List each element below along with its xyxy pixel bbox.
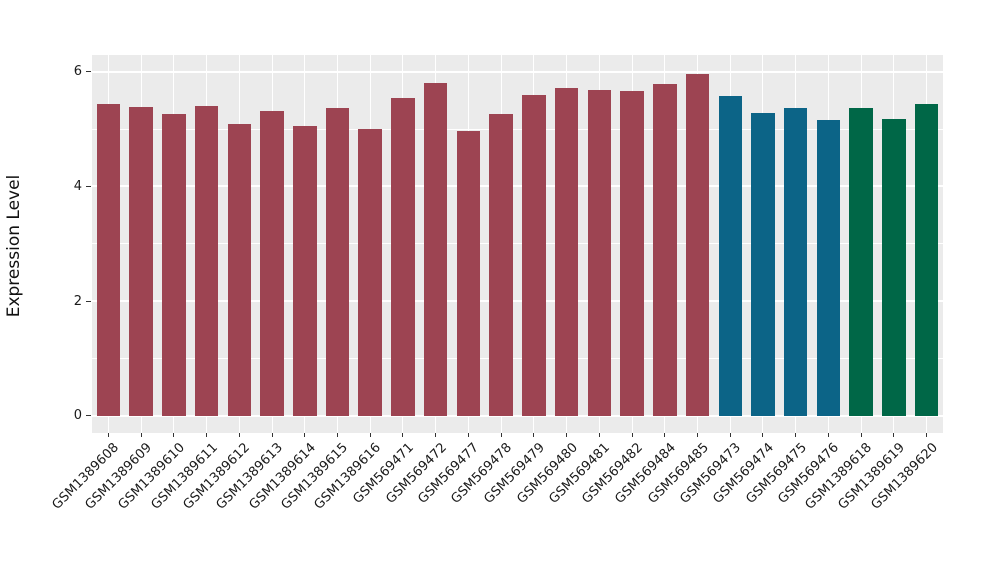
bar-GSM1389615: [325, 107, 350, 416]
bar-GSM1389608: [96, 103, 121, 416]
x-tick-mark-GSM569475: [795, 433, 797, 437]
x-tick-mark-GSM1389610: [173, 433, 175, 437]
x-tick-mark-GSM569476: [827, 433, 829, 437]
bar-GSM1389610: [162, 114, 186, 416]
gridline-major-y4: [92, 185, 943, 188]
x-tick-mark-GSM1389611: [206, 433, 208, 437]
x-tick-mark-GSM569485: [697, 433, 699, 437]
bar-GSM569471: [391, 97, 415, 416]
bar-GSM569473: [718, 95, 742, 416]
x-tick-mark-GSM569479: [533, 433, 535, 437]
bar-GSM1389609: [129, 107, 153, 416]
bar-GSM569477: [456, 130, 481, 416]
y-axis-title: Expression Level: [4, 174, 24, 318]
bar-GSM1389620: [914, 104, 939, 416]
gridline-minor-y3: [92, 243, 943, 245]
bar-GSM569472: [423, 82, 448, 416]
y-tick-label-2: 2: [73, 293, 82, 309]
y-tick-mark-6: [86, 71, 91, 73]
gridline-major-y6: [92, 70, 943, 73]
bar-GSM1389618: [849, 107, 873, 416]
bar-GSM569476: [816, 120, 841, 416]
x-tick-mark-GSM569478: [500, 433, 502, 437]
bar-GSM1389612: [227, 124, 252, 416]
x-tick-mark-GSM1389615: [336, 433, 338, 437]
gridline-minor-y5: [92, 128, 943, 130]
bar-GSM569478: [489, 114, 513, 416]
y-tick-mark-4: [86, 185, 91, 187]
x-tick-mark-GSM569474: [762, 433, 764, 437]
x-tick-mark-GSM1389613: [271, 433, 273, 437]
x-tick-mark-GSM569472: [435, 433, 437, 437]
y-tick-mark-2: [86, 300, 91, 302]
y-tick-mark-0: [86, 415, 91, 417]
x-tick-mark-GSM569481: [598, 433, 600, 437]
x-tick-mark-GSM1389612: [238, 433, 240, 437]
bar-GSM1389611: [194, 106, 219, 416]
x-tick-mark-GSM1389620: [926, 433, 928, 437]
bar-GSM1389619: [882, 118, 906, 416]
gridline-major-y0: [92, 414, 943, 417]
bar-GSM1389616: [358, 129, 382, 416]
bar-GSM1389614: [293, 125, 317, 416]
x-tick-mark-GSM569477: [467, 433, 469, 437]
x-tick-mark-GSM1389609: [140, 433, 142, 437]
x-tick-mark-GSM1389614: [304, 433, 306, 437]
x-tick-mark-GSM569480: [566, 433, 568, 437]
bar-GSM1389613: [260, 111, 284, 416]
x-tick-mark-GSM1389619: [893, 433, 895, 437]
x-tick-mark-GSM569471: [402, 433, 404, 437]
y-tick-label-0: 0: [73, 408, 82, 424]
y-tick-label-4: 4: [73, 178, 82, 194]
gridline-minor-y1: [92, 357, 943, 359]
x-tick-mark-GSM1389608: [107, 433, 109, 437]
plot-panel: [92, 55, 943, 433]
x-tick-mark-GSM569484: [664, 433, 666, 437]
gridline-major-y2: [92, 300, 943, 303]
bar-GSM569482: [620, 91, 644, 416]
x-tick-mark-GSM1389616: [369, 433, 371, 437]
bar-GSM569481: [587, 90, 612, 416]
y-tick-label-6: 6: [73, 64, 82, 80]
x-tick-mark-GSM569473: [729, 433, 731, 437]
bar-GSM569474: [751, 112, 775, 416]
bar-GSM569484: [653, 84, 677, 416]
bar-GSM569485: [685, 74, 710, 416]
bar-GSM569480: [554, 88, 579, 416]
x-tick-mark-GSM569482: [631, 433, 633, 437]
bar-GSM569475: [783, 107, 808, 416]
bar-GSM569479: [522, 94, 546, 416]
x-tick-mark-GSM1389618: [860, 433, 862, 437]
